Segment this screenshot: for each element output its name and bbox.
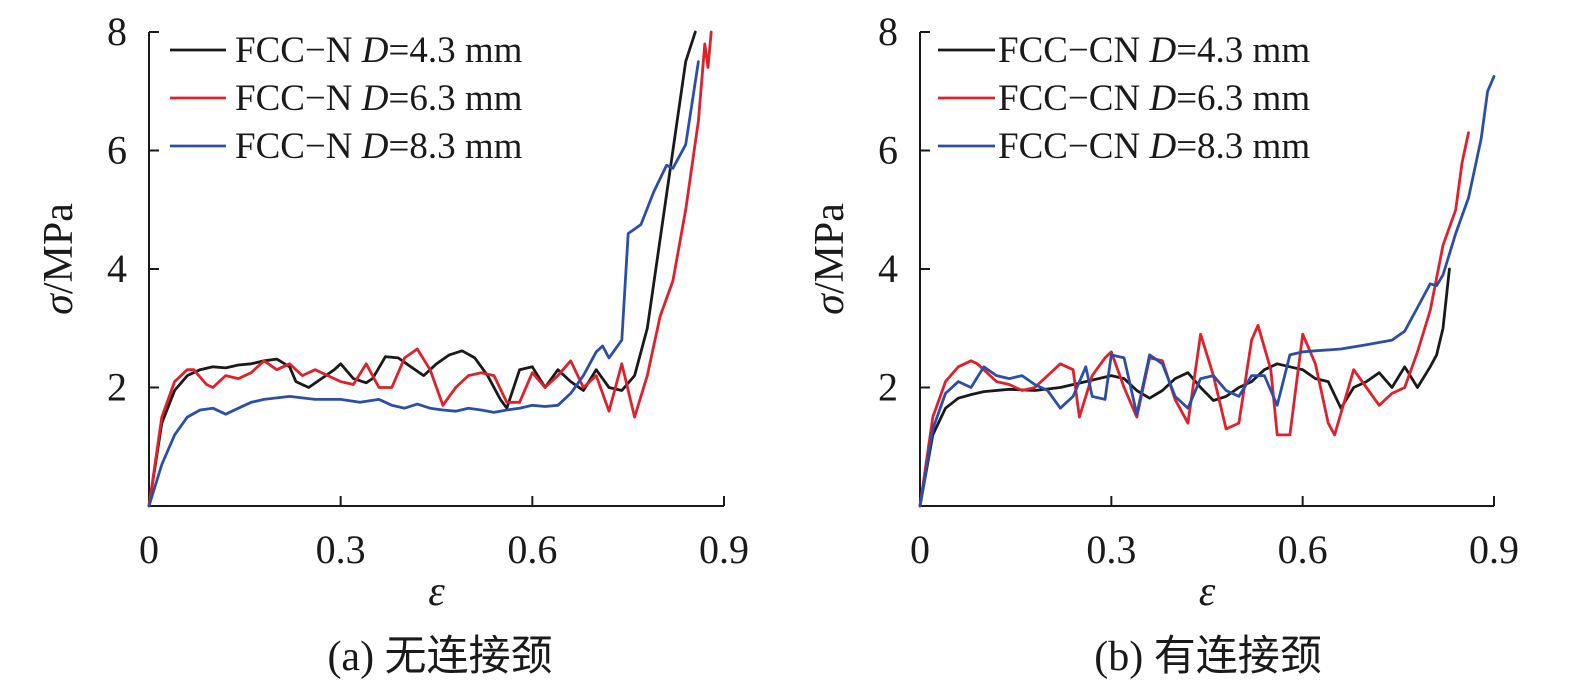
legend-name: FCC−CN [998, 126, 1149, 167]
legend-variable: D [361, 126, 389, 167]
y-axis-title-unit: /MPa [36, 203, 82, 294]
y-tick-label: 8 [107, 9, 127, 54]
panel-caption: (b) 有连接颈 [1094, 634, 1321, 680]
legend-entry-1: FCC−CN D=4.3 mm [998, 30, 1310, 71]
series-line-1 [918, 267, 1451, 508]
legend-value: =6.3 mm [1176, 78, 1310, 119]
y-tick-label: 2 [107, 365, 127, 410]
x-tick-label: 0.3 [316, 527, 366, 572]
legend-name: FCC−N [235, 78, 362, 119]
x-axis-title: ε [1199, 569, 1216, 615]
y-tick-label: 4 [107, 246, 127, 291]
x-tick-label: 0.9 [699, 527, 749, 572]
y-axis-title-symbol: σ [36, 292, 82, 315]
legend-value: =4.3 mm [389, 30, 523, 71]
series-line-2 [918, 131, 1470, 508]
y-axis-title: σ/MPa [807, 203, 853, 315]
x-tick-label: 0 [139, 527, 159, 572]
legend-name: FCC−N [235, 30, 362, 71]
y-tick-label: 8 [878, 9, 898, 54]
y-tick-label: 2 [878, 365, 898, 410]
series-line-3 [918, 75, 1496, 508]
legend-value: =6.3 mm [389, 78, 523, 119]
legend-entry-2: FCC−CN D=6.3 mm [998, 78, 1310, 119]
legend-variable: D [1148, 78, 1176, 119]
y-axis-title-symbol: σ [807, 292, 853, 315]
legend-name: FCC−CN [998, 78, 1149, 119]
legend-variable: D [1148, 126, 1176, 167]
legend-entry-3: FCC−CN D=8.3 mm [998, 126, 1310, 167]
x-tick-label: 0.6 [1278, 527, 1328, 572]
y-axis-title-unit: /MPa [807, 203, 853, 294]
x-tick-label: 0.3 [1086, 527, 1136, 572]
x-tick-label: 0 [910, 527, 930, 572]
legend-variable: D [1148, 30, 1176, 71]
y-tick-label: 6 [107, 128, 127, 173]
legend-variable: D [361, 30, 389, 71]
legend-value: =8.3 mm [389, 126, 523, 167]
legend-name: FCC−CN [998, 30, 1149, 71]
panel-caption: (a) 无连接颈 [327, 634, 552, 680]
y-tick-label: 6 [878, 128, 898, 173]
series-line-1 [147, 30, 697, 508]
legend-entry-2: FCC−N D=6.3 mm [235, 78, 523, 119]
y-tick-label: 4 [878, 246, 898, 291]
series-line-3 [147, 60, 700, 508]
legend-entry-1: FCC−N D=4.3 mm [235, 30, 523, 71]
legend-entry-3: FCC−N D=8.3 mm [235, 126, 523, 167]
legend-value: =8.3 mm [1176, 126, 1310, 167]
series-line-2 [147, 30, 713, 508]
legend-value: =4.3 mm [1176, 30, 1310, 71]
legend-variable: D [361, 78, 389, 119]
x-tick-label: 0.6 [507, 527, 557, 572]
x-axis-title: ε [428, 569, 445, 615]
y-axis-title: σ/MPa [36, 203, 82, 315]
legend-name: FCC−N [235, 126, 362, 167]
x-tick-label: 0.9 [1469, 527, 1519, 572]
